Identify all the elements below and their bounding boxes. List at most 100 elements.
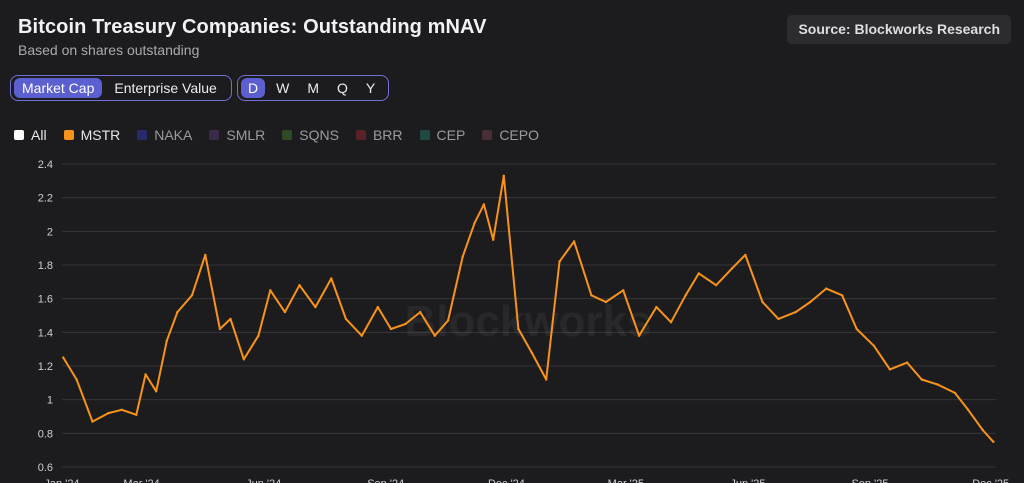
legend-label-sqns: SQNS: [299, 127, 339, 143]
data-point: [744, 253, 747, 257]
y-tick-label: 2: [47, 226, 53, 238]
frequency-quarterly-button[interactable]: Q: [337, 80, 348, 96]
data-point: [62, 356, 65, 359]
data-point: [936, 383, 939, 386]
chart-legend: All MSTR NAKA SMLR SQNS BRR CEP CEPO: [14, 127, 539, 143]
series-line-mstr: [62, 174, 995, 443]
data-point: [840, 294, 844, 297]
data-point: [344, 317, 348, 321]
data-point: [176, 310, 179, 314]
data-point: [697, 272, 700, 275]
data-point: [75, 378, 78, 381]
data-point: [530, 351, 533, 354]
data-point: [558, 260, 561, 263]
grid-lines: [62, 163, 996, 468]
legend-item-naka[interactable]: NAKA: [137, 127, 192, 143]
data-point: [229, 317, 232, 321]
data-point: [461, 255, 464, 258]
legend-item-cepo[interactable]: CEPO: [482, 127, 539, 143]
x-tick-label: Jun '24: [246, 478, 281, 483]
data-point: [855, 327, 858, 331]
y-tick-label: 1.8: [38, 260, 53, 272]
data-point: [330, 277, 333, 280]
data-point: [165, 339, 168, 342]
y-tick-label: 1.4: [38, 327, 53, 339]
market-cap-button[interactable]: Market Cap: [14, 78, 103, 98]
series-layer: [62, 174, 995, 443]
data-point: [155, 390, 158, 393]
data-point: [604, 300, 608, 304]
x-tick-label: Jun '25: [730, 478, 765, 483]
data-point: [545, 378, 548, 381]
data-point: [517, 327, 520, 331]
frequency-weekly-button[interactable]: W: [276, 80, 290, 96]
data-point: [622, 289, 625, 292]
basis-toggle: Market Cap Enterprise Value: [10, 75, 232, 101]
source-badge: Source: Blockworks Research: [787, 15, 1011, 44]
data-point: [91, 420, 94, 423]
data-point: [135, 413, 138, 416]
data-point: [730, 267, 734, 270]
data-point: [107, 411, 110, 415]
x-tick-label: Sep '25: [851, 478, 888, 483]
data-point: [684, 294, 687, 297]
legend-item-cep[interactable]: CEP: [419, 127, 466, 143]
x-tick-label: Mar '25: [608, 478, 644, 483]
data-point: [920, 378, 923, 381]
legend-swatch-smlr: [209, 130, 220, 140]
data-point: [120, 408, 123, 411]
data-point: [825, 287, 828, 290]
y-tick-label: 1: [47, 395, 53, 407]
x-tick-label: Mar '24: [123, 478, 159, 483]
data-point: [714, 284, 718, 287]
legend-swatch-all: [14, 130, 24, 140]
legend-swatch-naka: [137, 130, 148, 140]
data-point: [992, 440, 995, 443]
legend-item-brr[interactable]: BRR: [355, 127, 403, 143]
x-axis-ticks: Jan '24 Mar '24 Jun '24 Sep '24 Dec '24 Mar '…: [44, 478, 1009, 483]
data-point: [572, 240, 576, 243]
y-tick-label: 1.2: [38, 361, 53, 373]
frequency-daily-button[interactable]: D: [241, 78, 266, 98]
legend-item-all[interactable]: All: [14, 127, 47, 143]
watermark-text: Blockworks: [405, 297, 652, 346]
data-point: [283, 310, 287, 314]
enterprise-value-button[interactable]: Enterprise Value: [114, 80, 217, 96]
y-tick-label: 1.6: [38, 294, 53, 306]
data-point: [433, 334, 436, 337]
x-tick-label: Sep '24: [367, 478, 404, 483]
legend-item-sqns[interactable]: SQNS: [282, 127, 339, 143]
x-tick-label: Dec '25: [972, 478, 1009, 483]
data-point: [872, 344, 876, 347]
data-point: [242, 358, 245, 361]
chart-subtitle: Based on shares outstanding: [18, 42, 200, 58]
data-point: [761, 300, 764, 304]
legend-label-cep: CEP: [436, 127, 466, 143]
data-point: [257, 334, 260, 337]
legend-swatch-cep: [419, 130, 430, 140]
data-point: [888, 368, 892, 371]
data-point: [269, 289, 272, 292]
data-point: [953, 391, 957, 395]
data-point: [502, 174, 505, 177]
legend-label-smlr: SMLR: [226, 127, 266, 143]
frequency-monthly-button[interactable]: M: [307, 80, 320, 96]
legend-item-mstr[interactable]: MSTR: [63, 127, 121, 143]
data-point: [389, 327, 393, 331]
data-point: [809, 300, 812, 304]
legend-label-brr: BRR: [372, 127, 403, 143]
data-point: [794, 310, 797, 314]
data-point: [404, 322, 407, 326]
data-point: [314, 305, 317, 309]
frequency-yearly-button[interactable]: Y: [365, 80, 376, 96]
y-tick-label: 2.2: [38, 193, 53, 205]
legend-label-cepo: CEPO: [499, 127, 539, 143]
data-point: [905, 361, 909, 364]
data-point: [360, 334, 363, 337]
legend-item-smlr[interactable]: SMLR: [209, 127, 265, 143]
data-point: [981, 428, 984, 432]
y-tick-label: 0.6: [38, 462, 53, 474]
data-point: [376, 305, 379, 309]
legend-label-mstr: MSTR: [80, 127, 121, 143]
